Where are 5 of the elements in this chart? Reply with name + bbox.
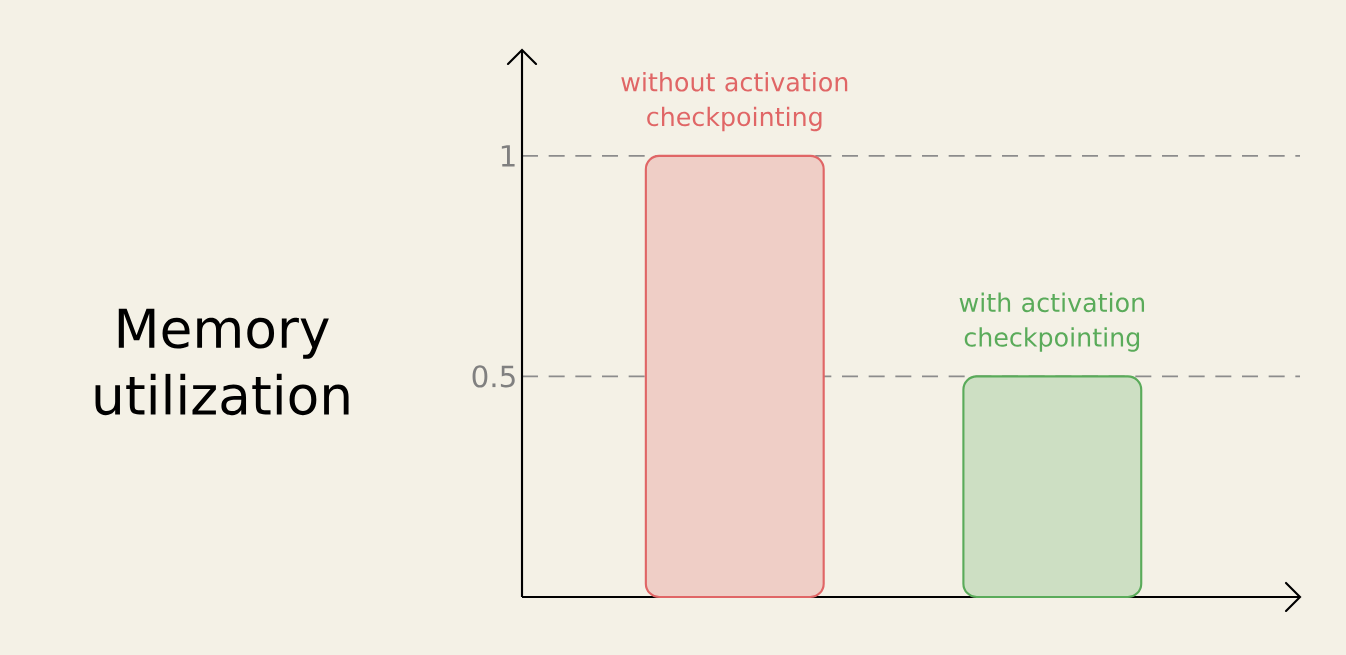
x-tick-label: with activation checkpointing	[959, 292, 1145, 352]
y-tick-label: 1	[501, 145, 515, 167]
x-tick-label: without activation checkpointing	[621, 71, 848, 132]
text: Memory utilization	[95, 308, 349, 416]
y-tick-label: 0.5	[472, 365, 515, 388]
